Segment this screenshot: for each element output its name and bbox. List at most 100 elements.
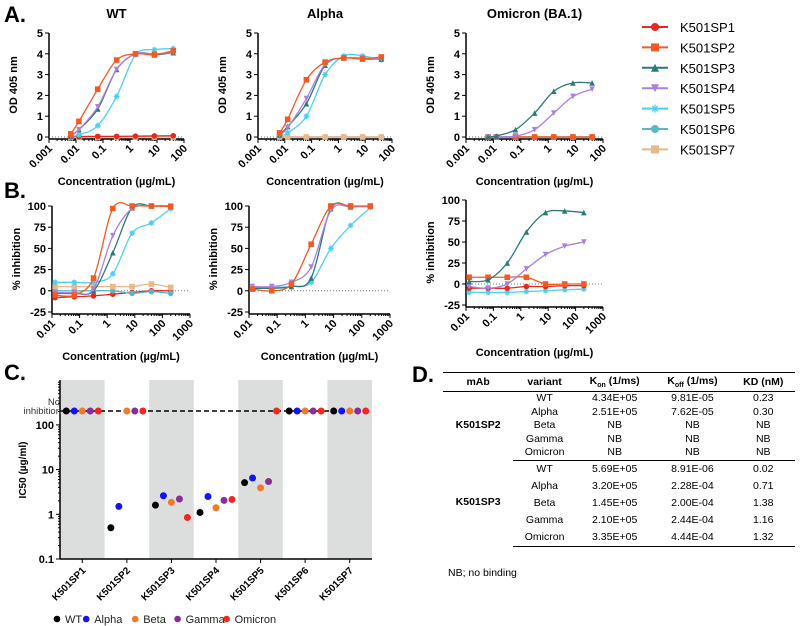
kon-cell: NB	[607, 432, 622, 445]
y-axis-label: OD 405 nm	[425, 56, 437, 114]
x-tick-label: 10	[537, 311, 554, 328]
x-tick-label: 1	[299, 318, 312, 331]
data-point-alpha	[204, 493, 212, 501]
data-point	[110, 205, 116, 212]
data-point	[504, 289, 511, 296]
legend-item-gamma: Gamma	[174, 614, 226, 626]
data-point	[651, 145, 659, 154]
y-tick-label: 0	[454, 132, 460, 144]
x-tick-label: 1	[514, 311, 527, 324]
variant-cell: Beta	[533, 419, 556, 432]
data-point	[129, 290, 135, 297]
data-point	[52, 279, 58, 286]
y-tick-label: 100	[28, 201, 46, 213]
data-point	[581, 281, 587, 287]
data-point-alpha	[159, 492, 167, 500]
koff-cell: 4.44E-04	[653, 528, 732, 547]
kd-cell: NB	[755, 419, 771, 432]
data-point-omicron	[228, 495, 236, 503]
kd-cell: 0.71	[753, 479, 774, 492]
data-point	[303, 95, 310, 102]
data-point	[129, 203, 135, 209]
data-point-gamma	[354, 407, 362, 415]
data-point-alpha	[293, 407, 301, 415]
y-tick-label: 2	[454, 90, 460, 102]
kinetics-table: mAb variant Kon (1/ms) Koff (1/ms) KD (n…	[443, 371, 795, 547]
chart-a-wt: WT 0 1 2 3 4 5 0.001 0.01 0.1 1 10 100 Concentration …	[8, 6, 190, 188]
data-point	[322, 59, 328, 65]
table-row: Gamma NB NB NB	[443, 433, 795, 447]
legend-label: K501SP6	[680, 122, 735, 137]
series-line	[279, 56, 382, 134]
data-point	[110, 283, 116, 290]
x-tick-label: 100	[377, 143, 398, 164]
data-point	[284, 116, 291, 123]
variant-cell: Omicron	[513, 528, 576, 547]
legend-label: K501SP5	[680, 102, 735, 117]
data-point	[466, 289, 472, 296]
x-tick-label: 0.01	[267, 143, 291, 167]
koff-cell: 9.81E-05	[671, 392, 714, 405]
y-tick-label: 0.1	[39, 554, 54, 566]
koff-cell: 2.28E-04	[671, 479, 714, 492]
data-point	[504, 285, 511, 292]
chart-title: Alpha	[307, 6, 344, 21]
data-point-alpha	[249, 474, 257, 482]
data-point	[148, 288, 155, 295]
data-point	[110, 288, 116, 294]
data-point	[512, 126, 519, 133]
x-tick-label: K501SP6	[273, 565, 311, 603]
table-row: Omicron 3.35E+05 4.44E-04 1.32	[443, 528, 795, 547]
data-point	[303, 134, 310, 140]
data-point	[110, 249, 116, 256]
kon-cell: 2.10E+05	[592, 513, 638, 526]
data-point	[328, 207, 334, 214]
data-point	[523, 266, 530, 272]
data-point	[523, 283, 530, 290]
y-tick-label: 0	[246, 132, 252, 144]
chart-title: WT	[106, 6, 126, 21]
series-line	[488, 81, 593, 138]
data-point	[512, 133, 519, 139]
series-k501sp5	[276, 53, 385, 139]
data-point	[303, 100, 310, 107]
x-tick-label: 0.01	[231, 318, 255, 342]
data-point	[129, 230, 135, 236]
x-tick-label: 0.1	[90, 143, 109, 162]
legend-label: Alpha	[94, 614, 123, 626]
data-point	[466, 274, 472, 281]
series-k501sp3	[485, 80, 595, 140]
data-point	[341, 55, 347, 61]
data-point-wt	[107, 524, 115, 532]
y-tick-label: 1	[48, 509, 54, 521]
data-point	[570, 80, 576, 86]
legend-label: Gamma	[186, 614, 226, 626]
x-tick-label: 10	[354, 143, 371, 160]
y-axis-label: OD 405 nm	[217, 56, 229, 114]
legend-label: K501SP4	[680, 81, 735, 96]
data-point	[71, 279, 78, 286]
data-point	[542, 209, 549, 216]
data-point	[52, 283, 58, 290]
y-tick-label: 50	[448, 237, 460, 249]
data-point-beta	[301, 407, 309, 415]
series-line	[70, 135, 174, 138]
data-point-omicron	[183, 513, 191, 521]
data-point-beta	[167, 498, 175, 506]
y-tick-label: 0	[40, 286, 46, 298]
legend-item-k501sp5: K501SP5	[642, 102, 735, 117]
data-point	[466, 283, 472, 290]
data-point	[359, 134, 366, 140]
data-point	[129, 283, 135, 290]
kon-cell: 4.34E+05	[592, 392, 638, 405]
y-tick-label: 0	[37, 132, 43, 144]
series-k501sp2	[67, 47, 177, 137]
data-point	[76, 126, 82, 133]
series-k501sp3	[466, 208, 587, 285]
koff-cell: 2.00E-04	[671, 496, 714, 509]
table-row: Beta 1.45E+05 2.00E-04 1.38	[443, 495, 795, 512]
series-k501sp2	[52, 201, 174, 298]
series-k501sp4	[485, 86, 595, 140]
legend-item-k501sp1: K501SP1	[642, 20, 735, 35]
